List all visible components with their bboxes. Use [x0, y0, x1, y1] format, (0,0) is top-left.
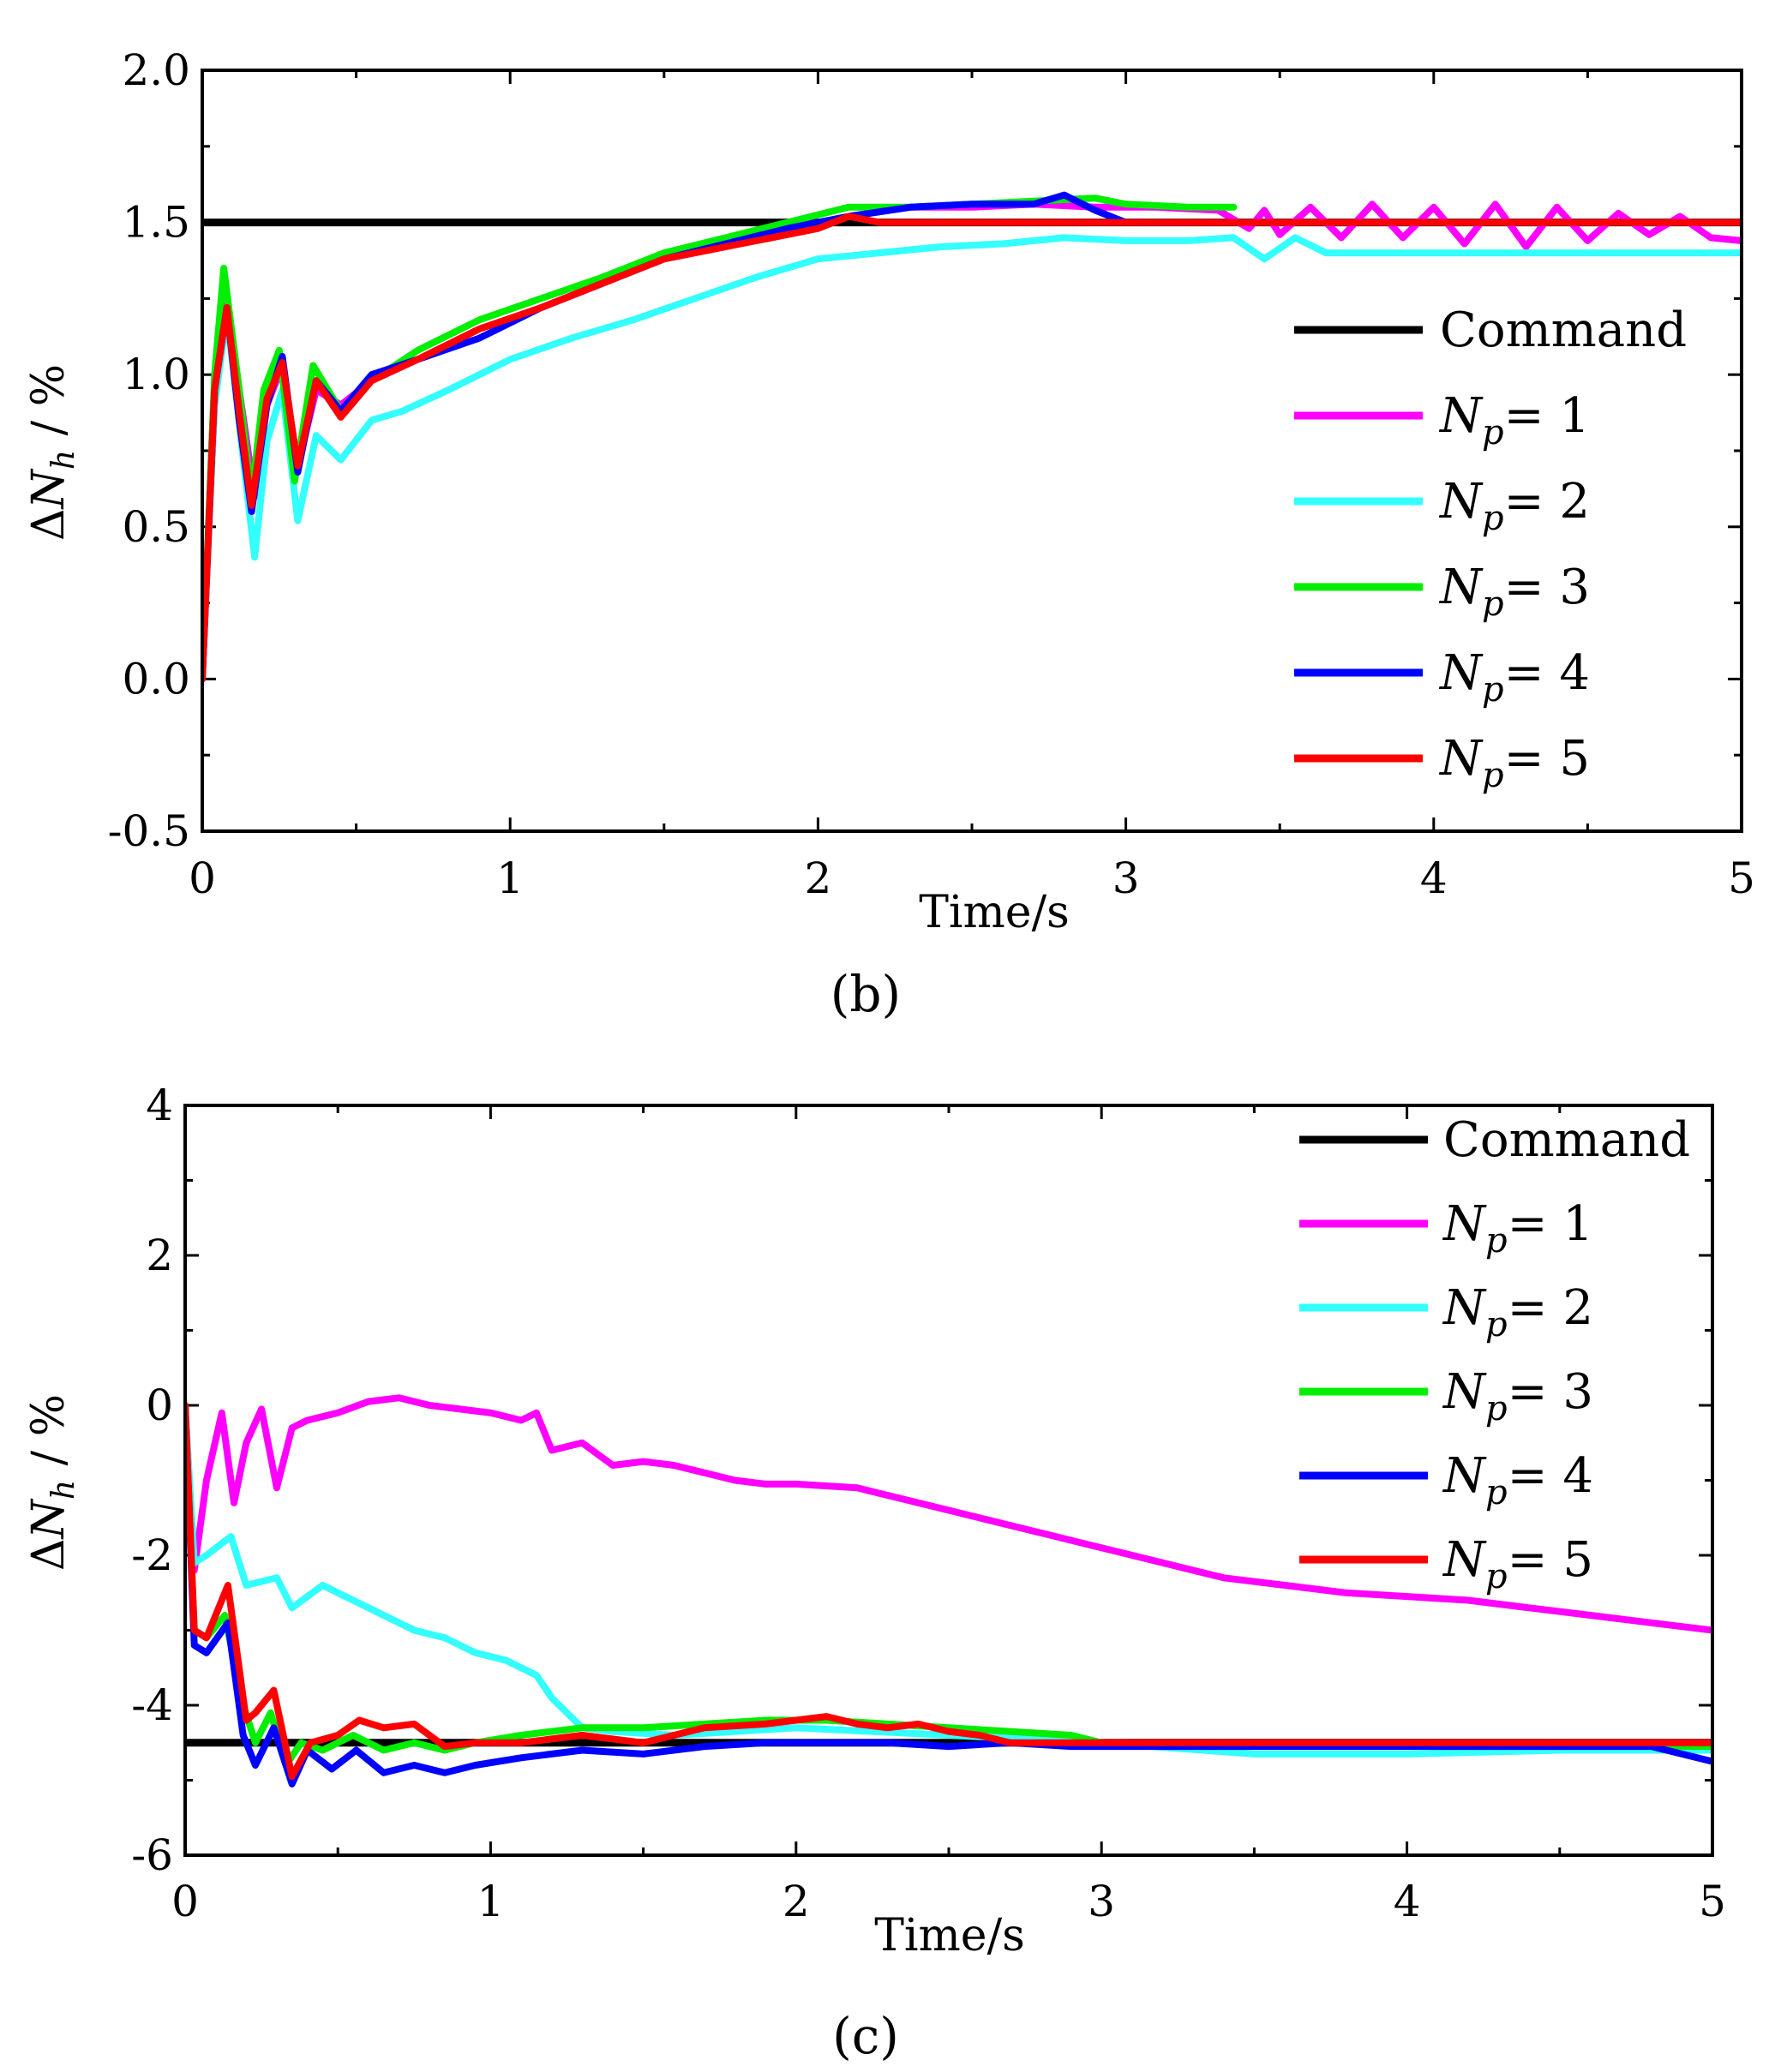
y-tick-label: 2.0 [122, 45, 190, 95]
legend-label: Command [1440, 302, 1687, 358]
chart-panel-b: 0 1 2 3 4 5 -0.5 0.0 0.5 1.0 1.5 2.0 Time/s ΔNh / % Co… [23, 45, 1755, 938]
y-tick-label: -6 [131, 1830, 173, 1880]
legend-label: Np= 1 [1438, 388, 1590, 452]
x-tick-label: 1 [496, 853, 524, 903]
legend-label: Command [1443, 1112, 1690, 1168]
y-tick-label: 0.0 [122, 654, 190, 704]
x-tick-label: 5 [1728, 853, 1755, 903]
x-axis-title: Time/s [874, 1910, 1025, 1961]
x-axis-title: Time/s [919, 887, 1070, 938]
x-tick-label: 0 [189, 853, 216, 903]
x-tick-label: 4 [1394, 1877, 1421, 1926]
x-tick-label: 1 [477, 1877, 504, 1926]
series-line-np-5 [204, 213, 1740, 682]
x-tick-label: 3 [1112, 853, 1140, 903]
x-tick-label: 2 [804, 853, 831, 903]
panel-label-b: (b) [831, 965, 901, 1023]
series-line-np-1 [187, 1394, 1711, 1634]
y-tick-label: 4 [146, 1081, 173, 1130]
y-tick-label: -2 [131, 1530, 173, 1580]
x-tick-label: 0 [171, 1877, 199, 1926]
y-tick-label: 0 [146, 1380, 173, 1430]
legend-label: Np= 3 [1438, 560, 1590, 624]
y-tick-label: -4 [131, 1680, 173, 1730]
legend-label: Np= 5 [1438, 731, 1590, 795]
legend-label: Np= 1 [1442, 1196, 1593, 1261]
legend-label: Np= 2 [1442, 1280, 1593, 1344]
series-line-np-4 [187, 1402, 1711, 1788]
chart-panel-c: 0 1 2 3 4 5 -6 -4 -2 0 2 4 Time/s ΔNh / % Command Np= 1… [23, 1081, 1726, 1961]
y-tick-label: -0.5 [108, 806, 190, 856]
y-tick-label: 1.5 [122, 198, 190, 248]
y-tick-label: 1.0 [122, 350, 190, 399]
legend-label: Np= 2 [1438, 474, 1590, 538]
legend-label: Np= 4 [1442, 1448, 1593, 1512]
x-tick-label: 5 [1699, 1877, 1726, 1926]
x-tick-label: 2 [783, 1877, 810, 1926]
legend-label: Np= 5 [1442, 1532, 1593, 1596]
x-tick-label: 4 [1420, 853, 1448, 903]
panel-label-c: (c) [832, 2007, 899, 2065]
y-tick-label: 0.5 [122, 502, 190, 552]
legend-label: Np= 3 [1442, 1364, 1593, 1428]
series-line-np-5 [187, 1402, 1711, 1781]
legend-label: Np= 4 [1438, 645, 1590, 710]
y-axis-title: ΔNh / % [23, 364, 81, 541]
series-line-np-2 [204, 234, 1740, 682]
plot-frame [201, 69, 1743, 833]
y-axis-title: ΔNh / % [23, 1394, 81, 1571]
y-tick-label: 2 [146, 1231, 173, 1280]
x-tick-label: 3 [1088, 1877, 1115, 1926]
series-line-np-2 [187, 1402, 1711, 1758]
